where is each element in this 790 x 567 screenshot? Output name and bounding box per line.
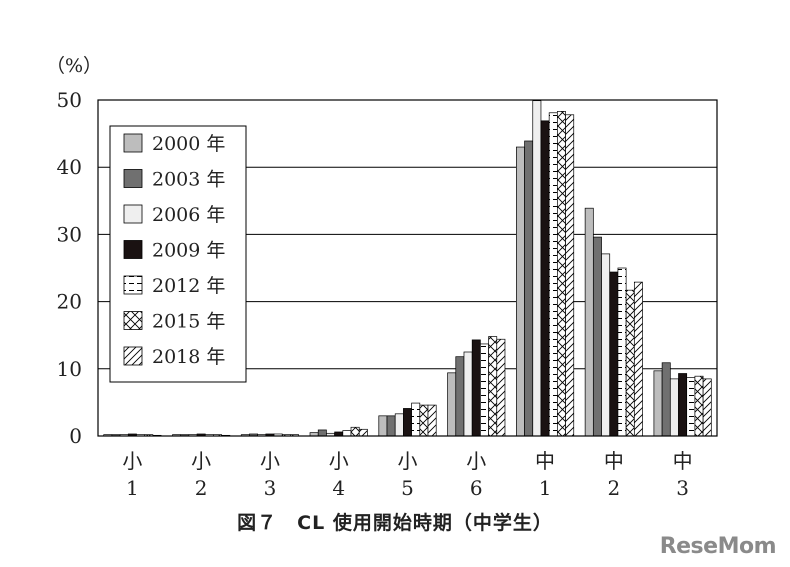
y-unit-label: （%） xyxy=(46,55,102,77)
bar xyxy=(609,271,619,437)
legend: 2000 年 2003 年 2006 年 2009 年 2012 年 2015 年 2018… xyxy=(109,125,247,383)
x-tick-label-top: 中 xyxy=(535,449,555,473)
bar xyxy=(625,289,635,437)
legend-swatch xyxy=(123,133,143,153)
bar xyxy=(669,378,679,437)
plot-frame xyxy=(97,99,718,437)
watermark-logo: ReseMom xyxy=(659,534,777,559)
y-tick-label: 20 xyxy=(57,290,82,314)
bar xyxy=(694,375,704,437)
x-tick-label-bottom: 3 xyxy=(676,476,689,500)
legend-label: 2015 年 xyxy=(152,311,225,333)
y-tick-label: 50 xyxy=(57,88,82,112)
bar xyxy=(496,338,506,437)
bar xyxy=(601,253,611,437)
bar xyxy=(394,413,404,437)
bars xyxy=(103,100,712,437)
x-tick-label-top: 小 xyxy=(329,449,349,473)
x-tick-label-bottom: 3 xyxy=(264,476,277,500)
x-tick-label-bottom: 2 xyxy=(607,476,620,500)
bar xyxy=(592,236,602,437)
bar xyxy=(386,415,396,437)
x-tick-label-bottom: 4 xyxy=(332,476,345,500)
bar xyxy=(350,426,360,437)
y-tick-label: 40 xyxy=(57,155,82,179)
bar xyxy=(447,372,457,437)
y-tick-label: 10 xyxy=(57,357,82,381)
x-tick-label-bottom: 2 xyxy=(195,476,208,500)
bar xyxy=(342,430,352,437)
bar xyxy=(480,343,489,437)
x-tick-label-top: 小 xyxy=(260,449,280,473)
bar xyxy=(516,146,525,437)
bar xyxy=(540,120,550,437)
legend-swatch xyxy=(123,204,143,224)
x-tick-label-bottom: 1 xyxy=(126,476,139,500)
legend-label: 2000 年 xyxy=(152,133,225,155)
x-tick-label-top: 中 xyxy=(604,449,624,473)
bar xyxy=(678,373,688,437)
bar xyxy=(532,100,542,437)
legend-label: 2009 年 xyxy=(152,240,225,262)
bar xyxy=(653,370,663,437)
x-tick-label-top: 小 xyxy=(191,449,211,473)
y-tick-label: 0 xyxy=(69,424,82,448)
legend-label: 2003 年 xyxy=(152,169,225,191)
bar xyxy=(702,378,712,437)
bar xyxy=(403,408,412,437)
legend-swatch xyxy=(123,169,143,188)
y-tick-label: 30 xyxy=(57,222,82,246)
bar xyxy=(378,415,388,437)
bar xyxy=(686,377,696,437)
bar xyxy=(584,207,594,437)
bar xyxy=(317,429,327,437)
x-tick-label-top: 小 xyxy=(122,449,142,473)
bar-chart: （%） 0 10 20 30 40 50 小 1 小 2 小 3 小 4 小 5 小 6 中 1 中 2 中 3 2000 … xyxy=(46,55,718,500)
bar xyxy=(419,404,429,437)
bar xyxy=(471,339,481,437)
bar xyxy=(524,140,534,437)
legend-label: 2006 年 xyxy=(152,204,225,226)
bar xyxy=(463,351,473,437)
legend-swatch xyxy=(123,240,143,259)
legend-swatch xyxy=(123,311,143,330)
bar xyxy=(617,267,627,437)
legend-swatch xyxy=(123,346,143,366)
bar xyxy=(548,112,558,437)
bar xyxy=(557,111,566,437)
x-tick-label-bottom: 5 xyxy=(401,476,414,500)
x-tick-label-top: 小 xyxy=(398,449,418,473)
x-tick-label-bottom: 6 xyxy=(470,476,483,500)
legend-label: 2012 年 xyxy=(152,275,225,297)
bar xyxy=(334,431,344,437)
bar xyxy=(358,428,368,437)
bar xyxy=(633,281,643,437)
x-axis-labels: 小 1 小 2 小 3 小 4 小 5 小 6 中 1 中 2 中 3 xyxy=(122,449,692,500)
x-tick-label-top: 小 xyxy=(466,449,486,473)
bar xyxy=(661,362,671,437)
bar xyxy=(565,114,575,437)
bar xyxy=(488,336,498,437)
x-tick-label-top: 中 xyxy=(673,449,693,473)
legend-label: 2018 年 xyxy=(152,346,225,368)
figure-caption: 図７ CL 使用開始時期（中学生） xyxy=(237,512,553,534)
bar xyxy=(455,356,465,437)
legend-swatch xyxy=(123,275,143,295)
x-tick-label-bottom: 1 xyxy=(539,476,552,500)
bar xyxy=(427,404,437,437)
bar xyxy=(411,402,421,437)
y-axis-ticks: 0 10 20 30 40 50 xyxy=(57,88,82,448)
